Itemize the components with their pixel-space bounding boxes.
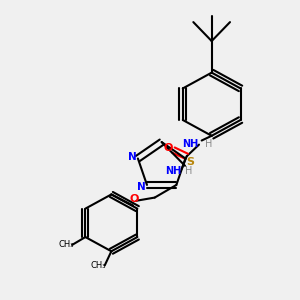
Text: CH₃: CH₃ (91, 261, 106, 270)
Text: H: H (205, 139, 212, 149)
Text: O: O (164, 143, 173, 153)
Text: CH₃: CH₃ (58, 241, 74, 250)
Text: NH: NH (165, 166, 182, 176)
Text: O: O (129, 194, 138, 204)
Text: NH: NH (182, 139, 198, 149)
Text: N: N (136, 182, 145, 191)
Text: H: H (184, 166, 192, 176)
Text: S: S (186, 157, 194, 166)
Text: N: N (128, 152, 136, 162)
